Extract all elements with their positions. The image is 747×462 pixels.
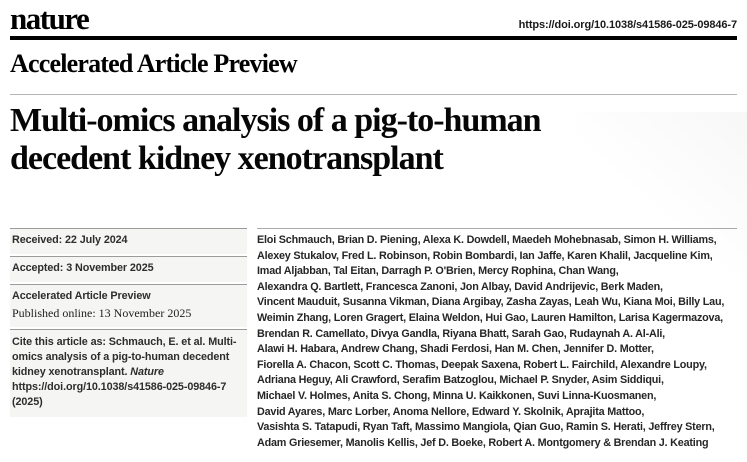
author-line: Vasishta S. Tatapudi, Ryan Taft, Massimo…	[257, 421, 715, 434]
page-header: nature https://doi.org/10.1038/s41586-02…	[10, 0, 737, 34]
citation-text: Cite this article as: Schmauch, E. et al…	[12, 336, 237, 378]
author-line: Fiorella A. Chacon, Scott C. Thomas, Dee…	[257, 358, 707, 371]
citation-journal-name: Nature	[130, 366, 164, 378]
author-line: Eloi Schmauch, Brian D. Piening, Alexa K…	[257, 234, 717, 246]
author-line: Imad Aljabban, Tal Eitan, Darragh P. O'B…	[257, 265, 619, 278]
author-line: Adriana Heguy, Ali Crawford, Serafim Bat…	[257, 374, 664, 387]
doi-link[interactable]: https://doi.org/10.1038/s41586-025-09846…	[518, 19, 737, 31]
author-line: David Ayares, Marc Lorber, Anoma Nellore…	[257, 405, 645, 418]
author-line: Alawi H. Habara, Andrew Chang, Shadi Fer…	[257, 343, 654, 356]
received-date: Received: 22 July 2024	[10, 228, 247, 254]
author-line: Weimin Zhang, Loren Gragert, Elaina Weld…	[257, 311, 723, 324]
citation-doi: https://doi.org/10.1038/s41586-025-09846…	[12, 381, 227, 408]
published-online-date: Published online: 13 November 2025	[12, 306, 192, 320]
author-line: Vincent Mauduit, Susanna Vikman, Diana A…	[257, 296, 725, 309]
header-rule	[10, 36, 737, 40]
article-preview-page: nature https://doi.org/10.1038/s41586-02…	[10, 0, 747, 451]
author-line: Michael V. Holmes, Anita S. Chong, Minna…	[257, 389, 657, 402]
article-title-line1: Multi-omics analysis of a pig-to-human	[10, 102, 542, 139]
author-list: Eloi Schmauch, Brian D. Piening, Alexa K…	[257, 228, 737, 451]
article-title-line2: decedent kidney xenotransplant	[10, 140, 444, 177]
section-heading: Accelerated Article Preview	[10, 49, 298, 78]
author-line: Alexandra Q. Bartlett, Francesca Zanoni,…	[257, 280, 663, 293]
title-divider-rule	[10, 94, 737, 95]
author-line: Adam Griesemer, Manolis Kellis, Jef D. B…	[257, 436, 709, 449]
content-columns: Received: 22 July 2024 Accepted: 3 Novem…	[10, 228, 737, 451]
accepted-date: Accepted: 3 November 2025	[10, 256, 247, 282]
citation-block: Cite this article as: Schmauch, E. et al…	[10, 329, 247, 417]
published-online-block: Accelerated Article Preview Published on…	[10, 284, 247, 327]
accelerated-preview-label: Accelerated Article Preview	[12, 290, 151, 302]
article-title: Multi-omics analysis of a pig-to-human d…	[10, 102, 737, 178]
metadata-column: Received: 22 July 2024 Accepted: 3 Novem…	[10, 228, 247, 451]
author-line: Alexey Stukalov, Fred L. Robinson, Robin…	[257, 249, 713, 262]
author-line: Brendan R. Camellato, Divya Gandla, Riya…	[257, 327, 665, 340]
nature-logo: nature	[10, 1, 90, 36]
